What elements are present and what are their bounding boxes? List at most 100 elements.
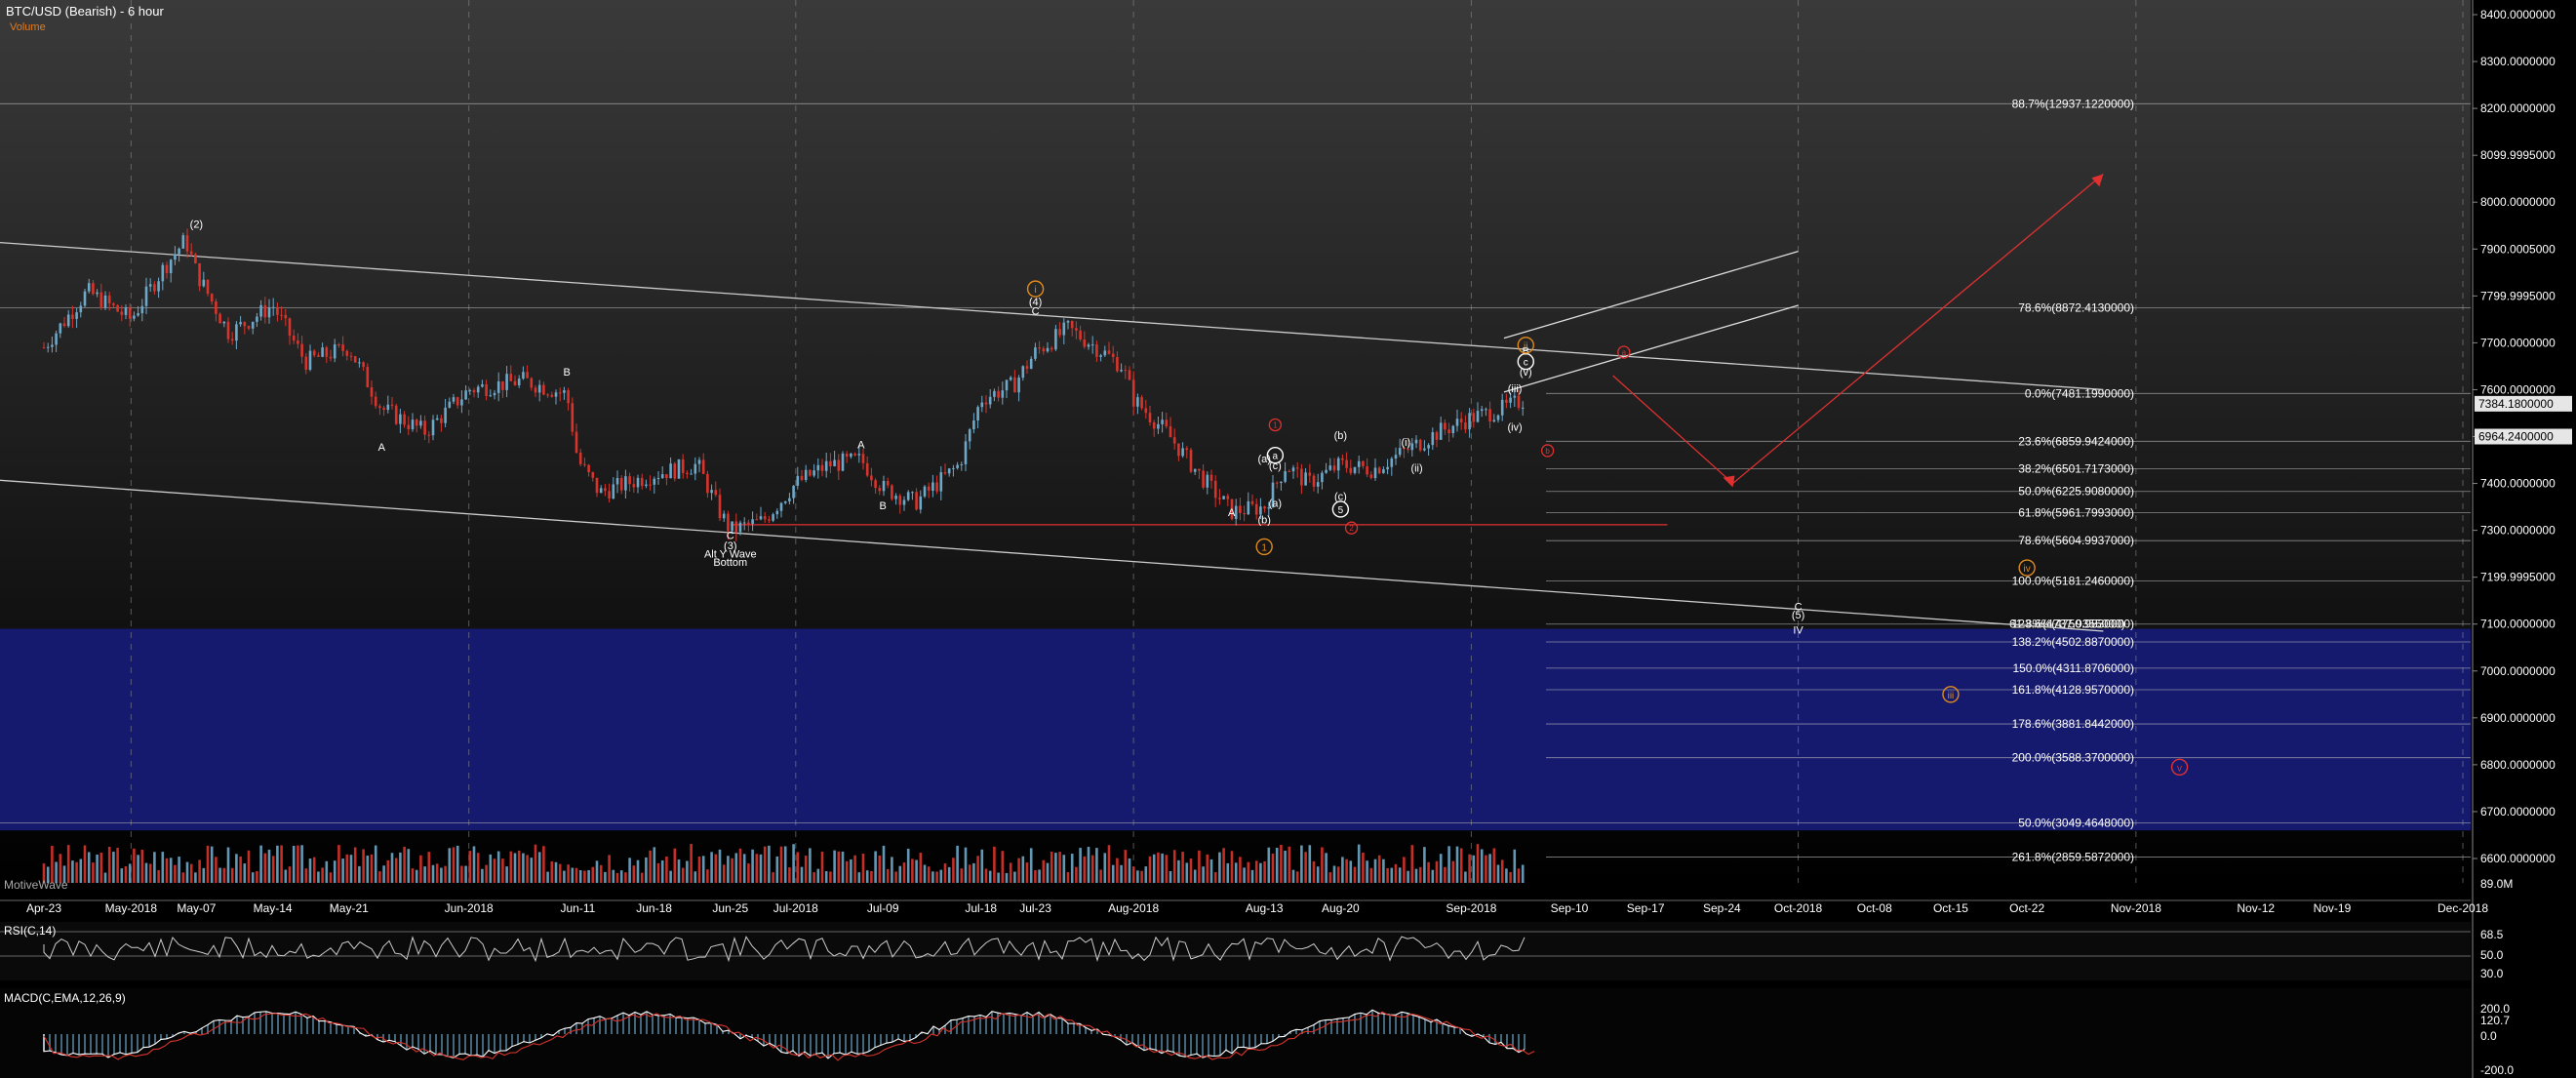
volume-bar xyxy=(567,864,570,883)
price-tick-label: 7600.0000000 xyxy=(2480,382,2556,396)
volume-bar xyxy=(870,870,873,883)
candle-body xyxy=(612,484,615,499)
volume-bar xyxy=(763,846,767,883)
fib-label: 78.6%(8872.4130000) xyxy=(2018,300,2134,314)
candle-body xyxy=(333,344,337,359)
candle-body xyxy=(185,235,189,252)
macd-hist-bar xyxy=(529,1034,531,1043)
macd-hist-bar xyxy=(1488,1034,1490,1043)
volume-bar xyxy=(874,851,877,883)
price-tick-label: 6600.0000000 xyxy=(2480,852,2556,865)
wave-circle-label: v xyxy=(2177,763,2182,774)
candle-body xyxy=(645,484,648,487)
wave-label: (b) xyxy=(1257,514,1270,526)
candle-body xyxy=(779,502,783,511)
volume-bar xyxy=(850,858,852,883)
candle-body xyxy=(1423,448,1426,451)
volume-bar xyxy=(1427,861,1430,883)
candle-body xyxy=(1414,439,1418,444)
macd-hist-bar xyxy=(611,1018,613,1034)
volume-bar xyxy=(1267,847,1271,883)
volume-bar xyxy=(694,871,697,883)
candle-body xyxy=(1325,469,1328,473)
volume-bar xyxy=(1128,858,1131,883)
candle-body xyxy=(239,322,242,325)
wave-label: (c) xyxy=(1269,460,1282,472)
candle-body xyxy=(1357,460,1361,467)
volume-bar xyxy=(927,866,931,883)
macd-hist-bar xyxy=(880,1034,882,1046)
candle-body xyxy=(1509,397,1512,403)
volume-bar xyxy=(1476,844,1480,883)
fib-label: 261.8%(2859.5872000) xyxy=(2012,851,2134,864)
candle-body xyxy=(988,396,992,405)
volume-bar xyxy=(1291,869,1295,883)
candle-body xyxy=(226,321,230,339)
volume-bar xyxy=(742,854,746,883)
macd-hist-bar xyxy=(587,1018,589,1034)
date-tick-label: Oct-08 xyxy=(1857,901,1892,915)
volume-bar xyxy=(165,858,169,883)
candle-body xyxy=(169,260,173,273)
macd-hist-bar xyxy=(640,1015,642,1034)
rsi-pane-label: RSI(C,14) xyxy=(4,924,57,938)
candle-body xyxy=(747,522,750,525)
volume-bar xyxy=(128,863,132,883)
volume-bar xyxy=(1095,848,1098,883)
candle-body xyxy=(894,496,897,499)
macd-hist-bar xyxy=(1196,1034,1198,1055)
volume-bar xyxy=(587,869,590,883)
macd-hist-bar xyxy=(1090,1030,1092,1034)
volume-bar xyxy=(656,862,660,883)
macd-hist-bar xyxy=(365,1034,367,1036)
volume-bar xyxy=(681,867,685,883)
candle-body xyxy=(935,482,938,492)
volume-bar xyxy=(103,872,107,883)
volume-bar xyxy=(481,868,484,883)
wave-label: (iv) xyxy=(1507,421,1522,433)
volume-bar xyxy=(1275,848,1279,883)
macd-hist-bar xyxy=(687,1018,689,1034)
macd-hist-bar xyxy=(921,1031,923,1034)
candle-body xyxy=(599,488,603,494)
candle-body xyxy=(337,344,340,346)
candle-body xyxy=(489,395,493,397)
macd-hist-bar xyxy=(874,1034,876,1048)
candle-body xyxy=(1345,459,1348,468)
macd-hist-bar xyxy=(482,1034,484,1058)
candle-body xyxy=(550,394,554,397)
volume-bar xyxy=(96,854,99,883)
macd-hist-bar xyxy=(113,1034,115,1055)
candle-body xyxy=(345,350,349,356)
macd-hist-bar xyxy=(1342,1018,1344,1034)
volume-bar xyxy=(1058,852,1061,883)
macd-hist-bar xyxy=(962,1018,964,1034)
wave-circle xyxy=(2170,758,2189,776)
candle-body xyxy=(1131,379,1135,407)
volume-bar xyxy=(988,870,992,883)
candle-body xyxy=(653,478,656,485)
volume-bar xyxy=(841,851,845,883)
candle-body xyxy=(820,464,824,471)
candle-body xyxy=(710,490,713,494)
macd-hist-bar xyxy=(107,1034,109,1058)
volume-bar xyxy=(218,867,221,883)
red-wave-circle xyxy=(1268,418,1282,432)
volume-bar xyxy=(615,872,619,883)
volume-bar xyxy=(1468,854,1471,883)
price-tick-label: 7799.9995000 xyxy=(2480,289,2556,302)
price-tick-label: 7900.0005000 xyxy=(2480,242,2556,256)
volume-bar xyxy=(263,853,267,883)
macd-hist-bar xyxy=(833,1034,835,1054)
candle-body xyxy=(1025,366,1029,369)
candle-body xyxy=(898,496,902,505)
macd-hist-bar xyxy=(312,1016,314,1034)
volume-bar xyxy=(1062,855,1066,883)
volume-bar xyxy=(1209,858,1213,883)
volume-bar xyxy=(1017,858,1020,883)
macd-hist-bar xyxy=(868,1034,870,1052)
macd-hist-bar xyxy=(1424,1018,1426,1034)
candle-body xyxy=(546,394,549,396)
volume-bar xyxy=(83,845,87,883)
